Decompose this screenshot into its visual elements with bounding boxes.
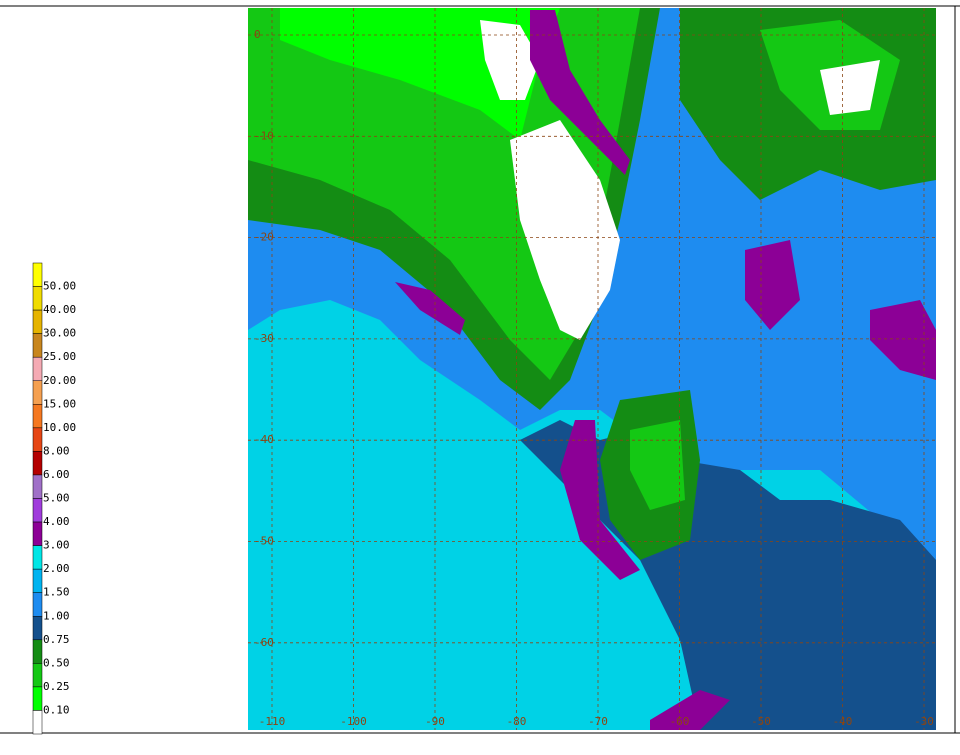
legend: 50.00 40.00 30.00 25.00 20.00 15.00 10.00 8.00 6… [32, 262, 76, 735]
legend-swatch [32, 498, 43, 523]
legend-swatch [32, 663, 43, 688]
legend-label: 8.00 [43, 444, 70, 457]
legend-swatch [32, 309, 43, 334]
legend-label: 15.00 [43, 397, 76, 410]
lon-label: -60 [670, 715, 690, 728]
lon-label: -110 [259, 715, 286, 728]
legend-label: 0.10 [43, 703, 70, 716]
legend-label: 2.00 [43, 562, 70, 575]
legend-swatch [32, 521, 43, 546]
wet-east [870, 300, 936, 380]
legend-label: 1.50 [43, 586, 70, 599]
precip-map: 0 -10 -20 -30 -40 -50 -60 -110 -100 -90 -80 -70 -60 -… [248, 8, 936, 730]
lat-label: 0 [254, 28, 261, 41]
legend-label: 4.00 [43, 515, 70, 528]
lat-label: -30 [254, 332, 274, 345]
legend-label: 5.00 [43, 492, 70, 505]
wet-patagonia [560, 420, 640, 580]
lon-label: -80 [507, 715, 527, 728]
dry-north [480, 20, 540, 100]
legend-label: 0.75 [43, 633, 70, 646]
legend-swatch [32, 568, 43, 593]
legend-swatch [32, 474, 43, 499]
lat-label: -20 [254, 231, 274, 244]
legend-label: 0.50 [43, 656, 70, 669]
legend-label: 1.00 [43, 609, 70, 622]
graticule: 0 -10 -20 -30 -40 -50 -60 -110 -100 -90 -80 -70 -60 -… [248, 8, 936, 730]
legend-label: 20.00 [43, 374, 76, 387]
lat-label: -10 [254, 129, 274, 142]
dry-chile [510, 120, 620, 340]
lon-label: -70 [588, 715, 608, 728]
legend-swatch [32, 380, 43, 405]
wet-atlantic [745, 240, 800, 330]
legend-swatch [32, 404, 43, 429]
legend-swatch [32, 427, 43, 452]
legend-swatch [32, 710, 43, 735]
lat-label: -50 [254, 535, 274, 548]
legend-swatch [32, 545, 43, 570]
lon-label: -90 [425, 715, 445, 728]
legend-label: 3.00 [43, 539, 70, 552]
wet-peninsula [650, 690, 730, 730]
legend-label: 50.00 [43, 280, 76, 293]
wet-andes [530, 10, 630, 175]
legend-label: 30.00 [43, 327, 76, 340]
legend-swatch [32, 592, 43, 617]
legend-swatch [32, 286, 43, 311]
lon-label: -100 [340, 715, 367, 728]
green-mid [248, 8, 640, 380]
green-patagonia-inner [630, 420, 685, 510]
legend-label: 25.00 [43, 350, 76, 363]
lat-label: -40 [254, 433, 274, 446]
legend-swatch [32, 639, 43, 664]
lon-label: -40 [833, 715, 853, 728]
lat-label: -60 [254, 636, 274, 649]
lon-label: -30 [914, 715, 934, 728]
wet-pacific [395, 282, 465, 335]
legend-label: 40.00 [43, 303, 76, 316]
legend-swatch [32, 262, 43, 287]
dry-ne [820, 60, 880, 115]
legend-label: 10.00 [43, 421, 76, 434]
legend-swatch [32, 356, 43, 382]
legend-swatch [32, 451, 43, 476]
legend-label: 0.25 [43, 680, 70, 693]
lon-label: -50 [751, 715, 771, 728]
legend-swatch [32, 686, 43, 711]
legend-swatch [32, 616, 43, 641]
legend-label: 6.00 [43, 468, 70, 481]
legend-swatch [32, 333, 43, 358]
